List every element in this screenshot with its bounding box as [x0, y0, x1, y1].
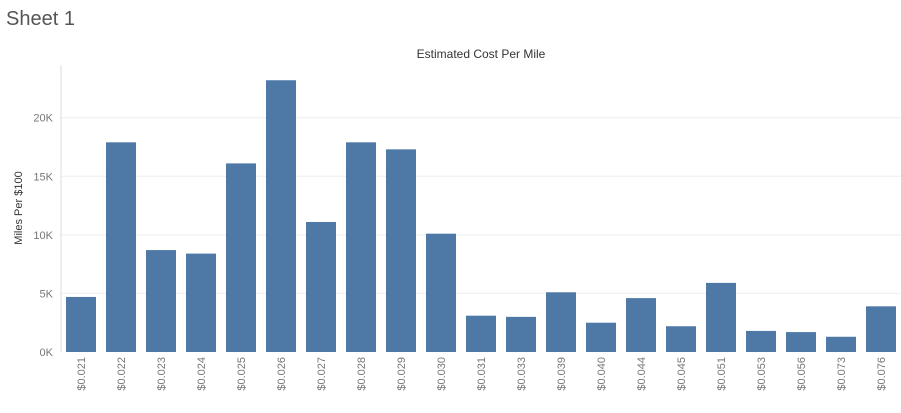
bar	[706, 282, 736, 352]
bar	[666, 326, 696, 352]
y-axis-ticks: 0K 5K 10K 15K 20K	[33, 113, 53, 359]
x-tick-label: $0.033	[516, 357, 528, 391]
x-tick-label: $0.076	[876, 357, 888, 391]
x-tick-label: $0.026	[276, 357, 288, 391]
y-tick-label: 5K	[40, 288, 54, 300]
bar	[746, 330, 776, 352]
bar	[66, 296, 96, 352]
x-tick-label: $0.044	[636, 357, 648, 391]
sheet-title: Sheet 1	[6, 8, 75, 30]
bar	[386, 149, 416, 352]
x-axis-ticks: $0.021 $0.022 $0.023 $0.024 $0.025 $0.026 $0.0…	[76, 357, 888, 391]
x-tick-label: $0.056	[796, 357, 808, 391]
chart-title: Estimated Cost Per Mile	[417, 47, 546, 61]
x-tick-label: $0.045	[676, 357, 688, 391]
bar	[146, 250, 176, 352]
x-tick-label: $0.040	[596, 357, 608, 391]
y-axis-label: Miles Per $100	[13, 171, 25, 244]
bar	[866, 306, 896, 352]
y-tick-label: 10K	[33, 230, 53, 242]
bar	[226, 163, 256, 352]
bar	[426, 233, 456, 352]
x-tick-label: $0.031	[476, 357, 488, 391]
bar	[106, 142, 136, 352]
y-tick-label: 15K	[33, 171, 53, 183]
bar	[186, 253, 216, 352]
bar	[586, 322, 616, 352]
bar	[546, 292, 576, 352]
bar	[786, 332, 816, 352]
y-tick-label: 20K	[33, 113, 53, 125]
bar	[306, 221, 336, 352]
bar	[826, 336, 856, 352]
bar	[506, 316, 536, 352]
bar	[346, 142, 376, 352]
x-tick-label: $0.028	[356, 357, 368, 391]
x-tick-label: $0.027	[316, 357, 328, 391]
x-tick-label: $0.029	[396, 357, 408, 391]
x-tick-label: $0.073	[836, 357, 848, 391]
x-tick-label: $0.039	[556, 357, 568, 391]
x-tick-label: $0.021	[76, 357, 88, 391]
x-tick-label: $0.030	[436, 357, 448, 391]
y-tick-label: 0K	[40, 347, 54, 359]
bar	[266, 80, 296, 352]
x-tick-label: $0.024	[196, 357, 208, 391]
x-tick-label: $0.022	[116, 357, 128, 391]
x-tick-label: $0.025	[236, 357, 248, 391]
x-tick-label: $0.051	[716, 357, 728, 391]
x-tick-label: $0.023	[156, 357, 168, 391]
bars	[66, 80, 896, 352]
bar	[626, 298, 656, 352]
bar	[466, 315, 496, 352]
x-tick-label: $0.053	[756, 357, 768, 391]
